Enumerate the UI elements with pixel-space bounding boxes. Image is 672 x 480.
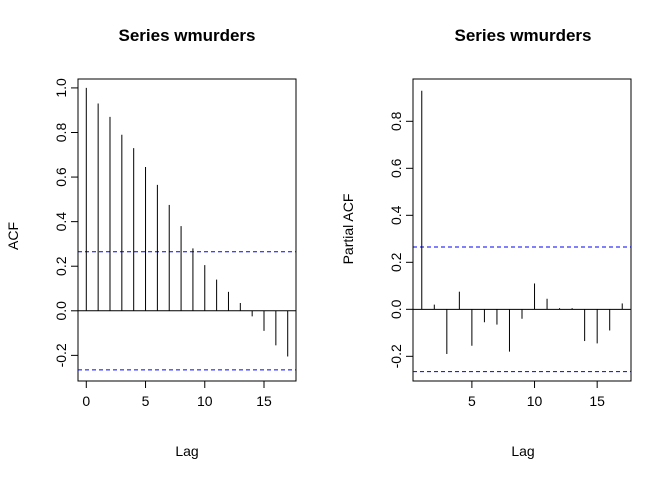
acf-x-axis-label: Lag [175, 443, 198, 459]
pacf-title: Series wmurders [454, 26, 591, 45]
pacf-x-tick-label-15: 15 [589, 393, 605, 409]
acf-panel: Series wmurders Lag ACF 0 5 10 15 -0.2 0.0 0.2… [5, 26, 297, 459]
pacf-y-tick-label-0: -0.2 [388, 344, 404, 368]
acf-x-tick-label-0: 0 [82, 393, 90, 409]
acf-y-tick-label-1: 0.0 [53, 301, 69, 321]
pacf-y-tick-label-5: 0.8 [388, 111, 404, 131]
pacf-y-tick-label-1: 0.0 [388, 299, 404, 319]
acf-plot-frame [77, 78, 297, 382]
pacf-panel: Series wmurders Lag Partial ACF 5 10 15 -0.… [340, 26, 632, 459]
pacf-y-tick-label-2: 0.2 [388, 252, 404, 272]
acf-x-tick-label-15: 15 [256, 393, 272, 409]
acf-y-tick-label-5: 0.8 [53, 123, 69, 143]
acf-y-axis-label: ACF [5, 222, 21, 250]
acf-x-tick-label-5: 5 [142, 393, 150, 409]
pacf-x-axis-label: Lag [511, 443, 534, 459]
acf-y-tick-label-3: 0.4 [53, 212, 69, 232]
acf-y-tick-label-4: 0.6 [53, 167, 69, 187]
acf-y-tick-label-0: -0.2 [53, 343, 69, 367]
pacf-y-axis-label: Partial ACF [340, 194, 356, 265]
pacf-x-tick-label-5: 5 [468, 393, 476, 409]
acf-y-tick-label-2: 0.2 [53, 256, 69, 276]
pacf-y-tick-label-4: 0.6 [388, 158, 404, 178]
acf-title: Series wmurders [118, 26, 255, 45]
acf-x-tick-label-10: 10 [197, 393, 213, 409]
pacf-plot-frame [412, 78, 632, 382]
pacf-x-tick-label-10: 10 [527, 393, 543, 409]
pacf-y-tick-label-3: 0.4 [388, 205, 404, 225]
acf-x-axis-spacer [86, 381, 264, 388]
acf-y-tick-label-6: 1.0 [53, 78, 69, 98]
